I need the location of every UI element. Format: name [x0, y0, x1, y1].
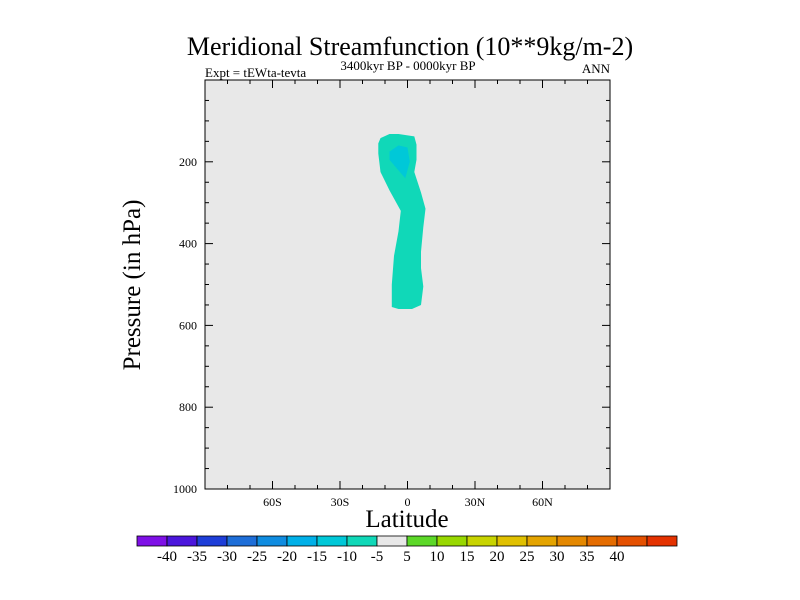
y-tick-label: 200	[179, 155, 197, 169]
colorbar-swatch	[466, 535, 498, 547]
colorbar-swatch	[526, 535, 558, 547]
colorbar-label: 40	[610, 549, 625, 565]
colorbar-swatch	[316, 535, 348, 547]
x-tick-label: 30S	[331, 495, 350, 509]
y-tick-label: 800	[179, 400, 197, 414]
axis-ticks: 60S 30S 0 30N 60N 200 400 600 800 1000	[173, 80, 610, 509]
colorbar-label: 35	[580, 549, 595, 565]
season-label: ANN	[582, 61, 611, 76]
chart-title: Meridional Streamfunction (10**9kg/m-2)	[187, 32, 633, 61]
contour-region-0	[378, 134, 426, 309]
x-tick-label: 60N	[532, 495, 553, 509]
colorbar-label: -20	[277, 549, 297, 565]
colorbar-label: -40	[157, 549, 177, 565]
x-tick-label: 30N	[465, 495, 486, 509]
colorbar-label: -35	[187, 549, 207, 565]
colorbar-label: -5	[371, 549, 384, 565]
colorbar: -40 -35 -30 -25 -20 -15 -10 -5 5 10 15 20 25 30 35 40	[136, 535, 678, 565]
colorbar-swatch	[286, 535, 318, 547]
colorbar-swatch	[586, 535, 618, 547]
contour-region-1	[389, 145, 410, 179]
x-tick-label: 0	[405, 495, 411, 509]
colorbar-label: 15	[460, 549, 475, 565]
colorbar-label: 30	[550, 549, 565, 565]
colorbar-swatch	[556, 535, 588, 547]
colorbar-swatch	[256, 535, 288, 547]
y-tick-label: 1000	[173, 482, 197, 496]
y-axis-label: Pressure (in hPa)	[119, 200, 146, 371]
colorbar-label: 10	[430, 549, 445, 565]
colorbar-swatch	[496, 535, 528, 547]
x-axis-label: Latitude	[365, 506, 448, 533]
colorbar-swatch	[346, 535, 378, 547]
experiment-label: Expt = tEWta-tevta	[205, 65, 306, 80]
colorbar-label: 25	[520, 549, 535, 565]
colorbar-label: -10	[337, 549, 357, 565]
x-tick-label: 60S	[263, 495, 282, 509]
colorbar-swatch	[166, 535, 198, 547]
colorbar-label: 20	[490, 549, 505, 565]
colorbar-swatch	[406, 535, 438, 547]
y-tick-label: 600	[179, 318, 197, 332]
colorbar-swatch	[646, 535, 678, 547]
colorbar-swatch	[226, 535, 258, 547]
colorbar-label: -15	[307, 549, 327, 565]
y-tick-label: 400	[179, 237, 197, 251]
time-range-label: 3400kyr BP - 0000kyr BP	[340, 58, 475, 73]
plot-frame	[204, 79, 611, 490]
colorbar-swatch	[436, 535, 468, 547]
colorbar-swatch	[136, 535, 168, 547]
colorbar-swatch	[376, 535, 408, 547]
colorbar-label: 5	[403, 549, 411, 565]
colorbar-label: -25	[247, 549, 267, 565]
contour-regions	[378, 134, 426, 309]
colorbar-swatch	[616, 535, 648, 547]
colorbar-swatch	[196, 535, 228, 547]
colorbar-label: -30	[217, 549, 237, 565]
